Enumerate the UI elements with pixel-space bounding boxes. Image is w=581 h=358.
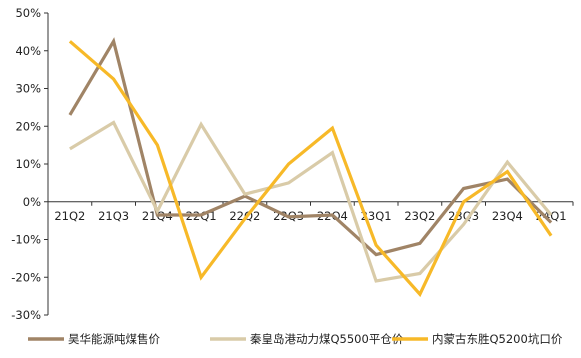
x-axis: 21Q2 21Q3 21Q4 22Q1 22Q2 22Q3 22Q4 23Q1 23Q2 23Q3… bbox=[48, 202, 573, 223]
legend: 昊华能源吨煤售价 秦皇岛港动力煤Q5500平仓价 内蒙古东胜Q5200坑口价 bbox=[28, 332, 563, 346]
x-tick-label: 23Q4 bbox=[492, 209, 523, 223]
legend-label-2: 秦皇岛港动力煤Q5500平仓价 bbox=[250, 332, 404, 346]
y-tick-label: 40% bbox=[15, 44, 41, 58]
y-tick-label: -20% bbox=[11, 270, 41, 284]
y-tick-label: 30% bbox=[15, 82, 41, 96]
series-lines bbox=[70, 41, 551, 294]
x-tick-label: 23Q2 bbox=[404, 209, 435, 223]
x-tick-label: 21Q2 bbox=[54, 209, 85, 223]
legend-label-3: 内蒙古东胜Q5200坑口价 bbox=[432, 332, 563, 346]
y-tick-label: 50% bbox=[15, 6, 41, 20]
legend-label-1: 昊华能源吨煤售价 bbox=[68, 332, 160, 346]
y-tick-label: 0% bbox=[23, 195, 41, 209]
y-axis: 50% 40% 30% 20% 10% 0% -10% -20% -30% bbox=[11, 6, 48, 322]
y-tick-label: -30% bbox=[11, 308, 41, 322]
y-tick-label: 20% bbox=[15, 119, 41, 133]
x-tick-label: 21Q3 bbox=[98, 209, 129, 223]
y-tick-label: -10% bbox=[11, 233, 41, 247]
y-tick-label: 10% bbox=[15, 157, 41, 171]
